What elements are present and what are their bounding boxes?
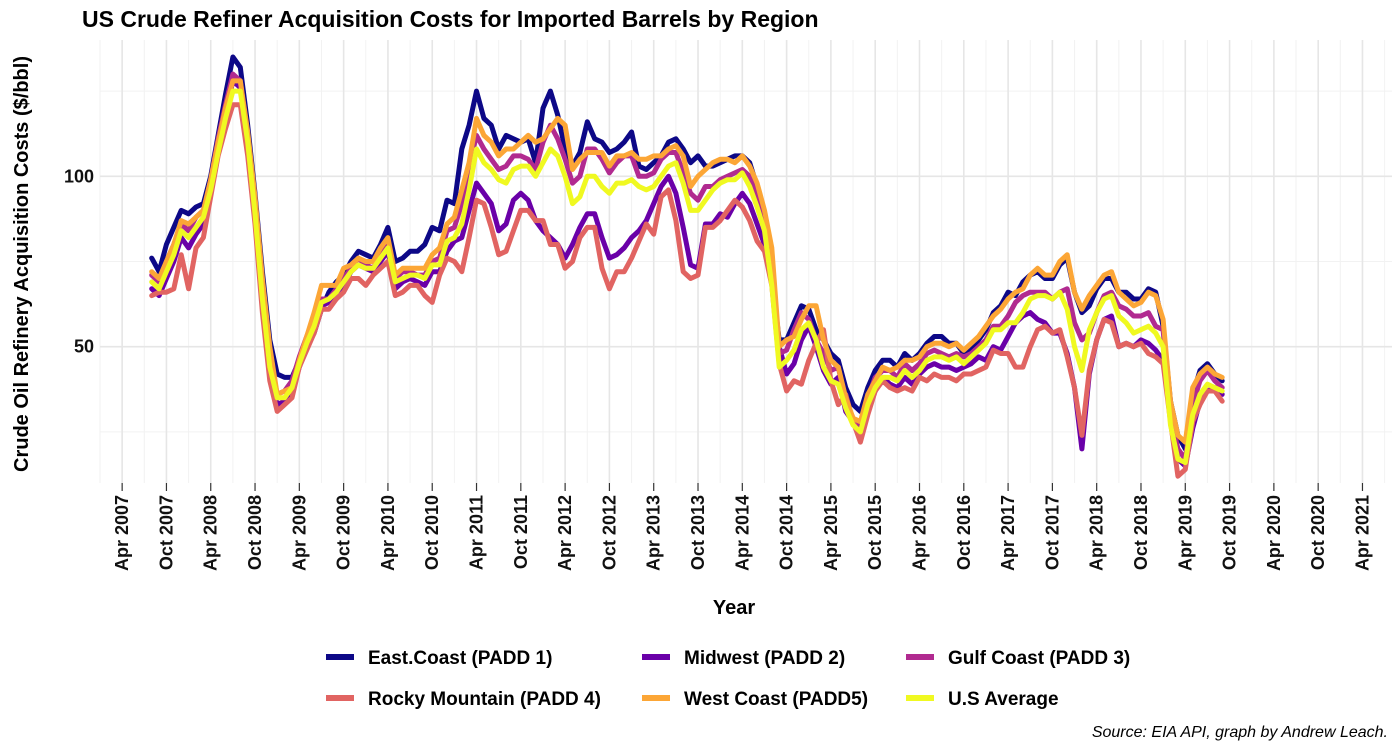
- x-tick-label: Oct 2013: [688, 495, 708, 570]
- legend-label: Gulf Coast (PADD 3): [948, 648, 1130, 669]
- x-tick-label: Oct 2020: [1308, 495, 1328, 570]
- legend: East.Coast (PADD 1) Midwest (PADD 2) Gulf …: [326, 648, 1130, 710]
- y-tick-label: 50: [74, 337, 94, 357]
- x-tick-label: Oct 2019: [1220, 495, 1240, 570]
- x-tick-label: Oct 2011: [511, 495, 531, 569]
- series-line-5: [149, 78, 1225, 445]
- legend-label: West Coast (PADD5): [684, 689, 868, 710]
- chart-title: US Crude Refiner Acquisition Costs for I…: [82, 6, 819, 32]
- x-tick-label: Oct 2007: [156, 495, 176, 570]
- x-tick-label: Oct 2012: [599, 495, 619, 570]
- grid-layer: [99, 40, 1392, 483]
- series-line-4: [149, 102, 1225, 479]
- series-layer: [149, 54, 1225, 479]
- legend-label: Rocky Mountain (PADD 4): [368, 689, 601, 710]
- x-tick-label: Oct 2014: [777, 495, 797, 570]
- axis-layer: Apr 2007 Oct 2007 Apr 2008 Oct 2008 Apr 2009…: [64, 166, 1373, 571]
- series-line-1: [149, 54, 1225, 452]
- x-tick-label: Apr 2016: [909, 495, 929, 571]
- x-tick-label: Apr 2020: [1264, 495, 1284, 571]
- x-tick-label: Oct 2009: [334, 495, 354, 570]
- x-tick-label: Apr 2008: [201, 495, 221, 571]
- x-tick-label: Apr 2015: [821, 495, 841, 571]
- legend-label: U.S Average: [948, 689, 1059, 710]
- x-tick-label: Oct 2008: [245, 495, 265, 570]
- x-tick-label: Oct 2016: [954, 495, 974, 570]
- x-tick-label: Apr 2021: [1352, 495, 1372, 571]
- x-tick-label: Apr 2007: [112, 495, 132, 571]
- x-tick-label: Oct 2015: [865, 495, 885, 570]
- legend-label: East.Coast (PADD 1): [368, 648, 552, 669]
- x-tick-label: Apr 2013: [644, 495, 664, 571]
- x-tick-label: Oct 2017: [1042, 495, 1062, 570]
- source-caption: Source: EIA API, graph by Andrew Leach.: [1091, 724, 1388, 741]
- series-line-6: [149, 88, 1225, 466]
- x-tick-label: Apr 2014: [732, 495, 752, 571]
- x-tick-label: Oct 2018: [1131, 495, 1151, 570]
- x-tick-label: Apr 2009: [289, 495, 309, 571]
- x-tick-label: Apr 2017: [998, 495, 1018, 571]
- x-tick-label: Apr 2012: [555, 495, 575, 571]
- x-tick-label: Apr 2011: [467, 495, 487, 570]
- y-tick-label: 100: [64, 166, 94, 186]
- legend-label: Midwest (PADD 2): [684, 648, 845, 669]
- x-tick-label: Oct 2010: [422, 495, 442, 570]
- x-tick-label: Apr 2018: [1087, 495, 1107, 571]
- y-axis-title: Crude Oil Refinery Acquisition Costs ($/…: [11, 56, 33, 472]
- x-tick-label: Apr 2019: [1175, 495, 1195, 571]
- x-axis-title: Year: [713, 597, 755, 619]
- x-tick-label: Apr 2010: [378, 495, 398, 571]
